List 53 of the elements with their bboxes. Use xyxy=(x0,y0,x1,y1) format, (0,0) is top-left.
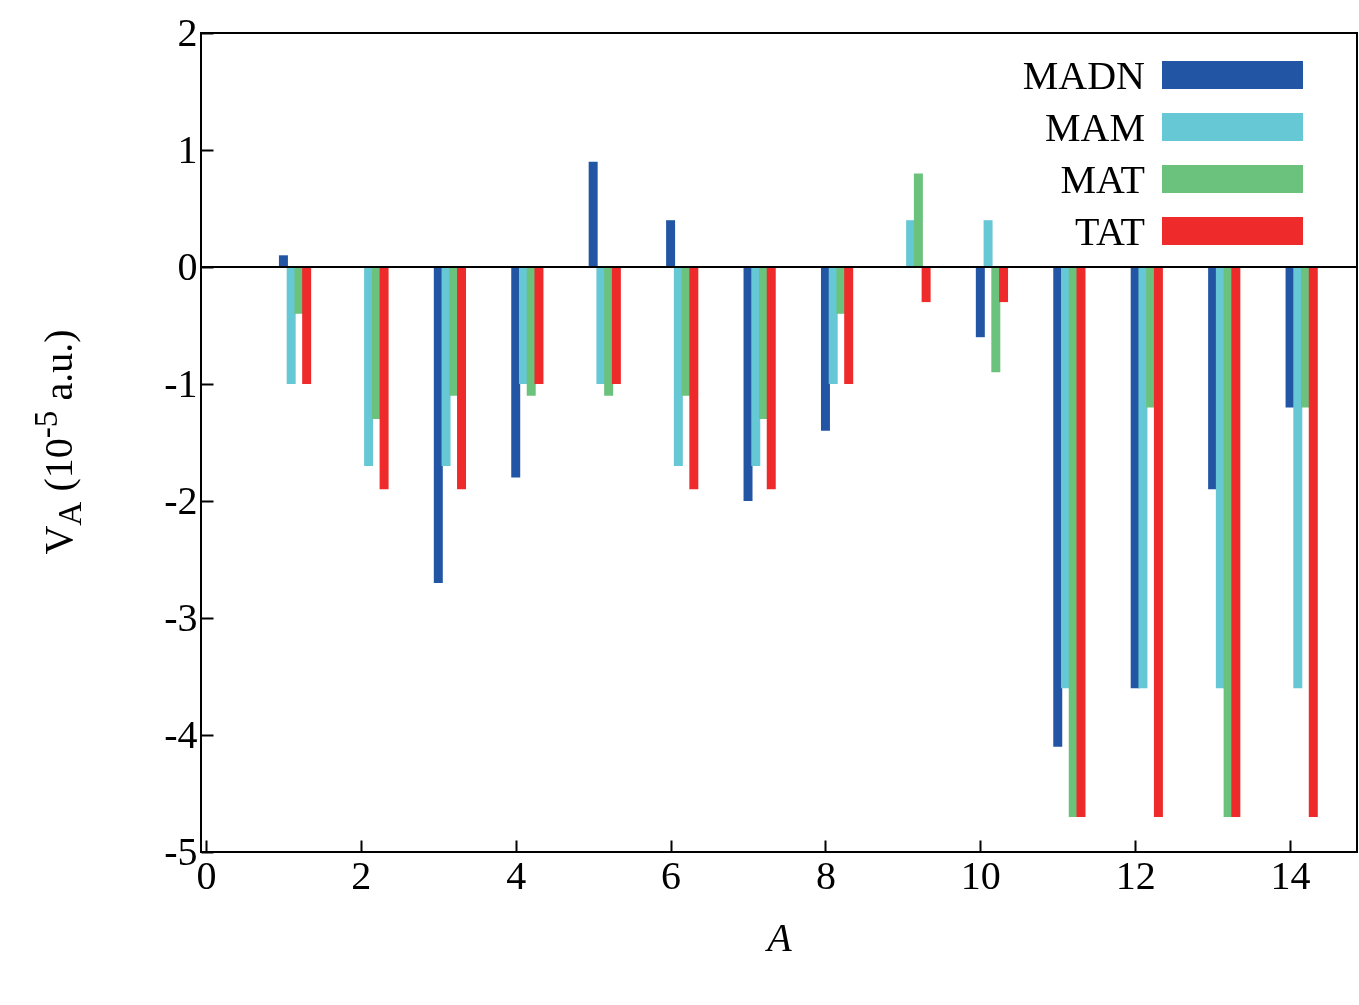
x-tick-label: 6 xyxy=(661,852,682,898)
bar xyxy=(1076,267,1086,817)
bar xyxy=(611,267,621,384)
bar xyxy=(844,267,854,384)
x-tick-label: 2 xyxy=(351,852,372,898)
bar xyxy=(991,267,1001,373)
y-tick-label: 2 xyxy=(177,9,198,55)
legend-label: MAM xyxy=(1044,105,1145,150)
bar xyxy=(921,267,931,303)
y-tick-label: 0 xyxy=(177,243,198,289)
bar xyxy=(666,220,676,267)
bar xyxy=(1138,267,1148,689)
bar xyxy=(751,267,761,466)
bar xyxy=(828,267,838,384)
bar xyxy=(820,267,830,431)
bar xyxy=(278,255,288,267)
y-tick-label: -5 xyxy=(164,828,198,874)
bar xyxy=(379,267,389,490)
x-tick-label: 12 xyxy=(1115,852,1156,898)
x-tick-label: 10 xyxy=(960,852,1001,898)
bar xyxy=(999,267,1009,303)
y-tick-label: -3 xyxy=(164,594,198,640)
bar xyxy=(1231,267,1241,817)
y-tick-label: 1 xyxy=(177,126,198,172)
bar xyxy=(1053,267,1063,747)
bar xyxy=(1293,267,1303,689)
bar xyxy=(766,267,776,490)
x-tick-label: 8 xyxy=(815,852,836,898)
bar xyxy=(975,267,985,338)
bar xyxy=(673,267,683,466)
bar xyxy=(534,267,544,384)
bar xyxy=(511,267,521,478)
bar xyxy=(604,267,614,396)
x-tick-label: 4 xyxy=(506,852,527,898)
bar xyxy=(588,161,598,267)
legend-label: TAT xyxy=(1074,209,1145,254)
y-tick-label: -1 xyxy=(164,360,198,406)
bar xyxy=(286,267,296,384)
legend-label: MAT xyxy=(1060,157,1145,202)
bar xyxy=(1308,267,1318,817)
bar xyxy=(1153,267,1163,817)
bar xyxy=(689,267,699,490)
bar xyxy=(457,267,467,490)
x-tick-label: 14 xyxy=(1270,852,1311,898)
y-tick-label: -4 xyxy=(164,711,198,757)
bar xyxy=(433,267,443,583)
legend-label: MADN xyxy=(1022,53,1145,98)
x-axis-title: A xyxy=(764,914,793,960)
bar xyxy=(302,267,312,384)
y-tick-label: -2 xyxy=(164,477,198,523)
bar xyxy=(983,220,993,267)
bar xyxy=(364,267,374,466)
bar xyxy=(913,173,923,267)
